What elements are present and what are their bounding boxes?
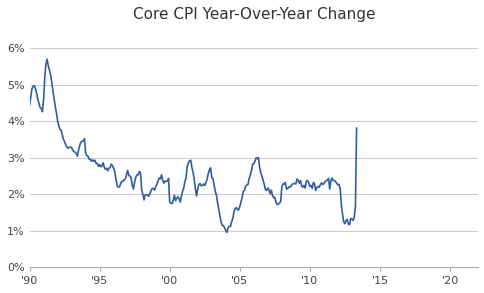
Title: Core CPI Year-Over-Year Change: Core CPI Year-Over-Year Change xyxy=(132,7,374,22)
